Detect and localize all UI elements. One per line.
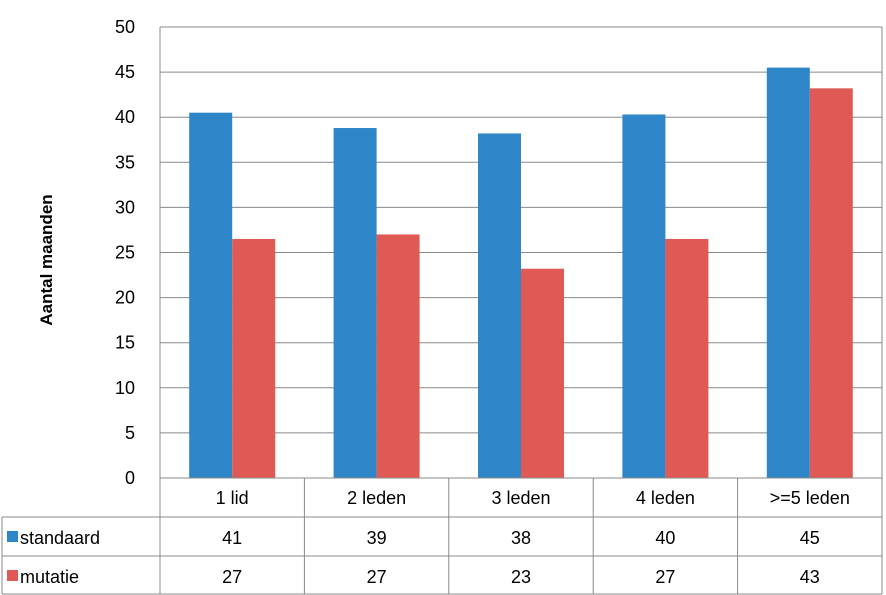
x-category-label-1-lid: 1 lid [216,488,249,508]
bar-standaard-2-leden [333,128,377,479]
x-category-label-3-leden: 3 leden [491,488,550,508]
y-tick-label-50: 50 [115,17,135,37]
y-tick-label-40: 40 [115,107,135,127]
y-tick-label-30: 30 [115,197,135,217]
bar-standaard-5-leden [766,67,810,478]
bar-standaard-1-lid [189,112,233,478]
bar-mutatie-2-leden [376,234,420,478]
bar-standaard-3-leden [478,133,521,478]
table-cell-mutatie-3-leden: 23 [511,567,531,587]
bar-mutatie-3-leden [521,268,564,478]
y-tick-label-5: 5 [125,423,135,443]
table-cell-mutatie-1-lid: 27 [222,567,242,587]
y-tick-label-45: 45 [115,62,135,82]
table-cell-mutatie-4-leden: 27 [655,567,675,587]
bar-mutatie-5-leden [809,88,853,478]
table-cell-standaard-5-leden: 45 [800,528,820,548]
y-tick-label-35: 35 [115,152,135,172]
table-cell-standaard-3-leden: 38 [511,528,531,548]
x-category-label-4-leden: 4 leden [636,488,695,508]
data-table: 1 lid 2 leden 3 leden 4 leden >=5 leden stand… [1,477,883,595]
x-category-label-5-leden: >=5 leden [770,488,850,508]
table-cell-mutatie-5-leden: 43 [800,567,820,587]
y-tick-label-0: 0 [125,468,135,488]
y-axis-ticks: 0 5 10 15 20 25 30 35 40 45 50 [115,17,135,488]
bars [189,67,853,479]
legend-swatch-mutatie [7,570,18,581]
table-cell-standaard-4-leden: 40 [655,528,675,548]
y-axis-title: Aantal maanden [37,194,56,325]
table-cell-standaard-2-leden: 39 [367,528,387,548]
table-cell-standaard-1-lid: 41 [222,528,242,548]
legend-swatch-standaard [7,531,18,542]
legend-label-standaard: standaard [20,528,100,548]
bar-mutatie-1-lid [232,238,276,478]
bar-mutatie-4-leden [665,238,709,478]
x-category-label-2-leden: 2 leden [347,488,406,508]
y-tick-label-20: 20 [115,288,135,308]
y-tick-label-15: 15 [115,333,135,353]
bar-standaard-4-leden [622,114,666,478]
y-tick-label-25: 25 [115,243,135,263]
legend-label-mutatie: mutatie [20,567,79,587]
y-tick-label-10: 10 [115,378,135,398]
table-cell-mutatie-2-leden: 27 [367,567,387,587]
